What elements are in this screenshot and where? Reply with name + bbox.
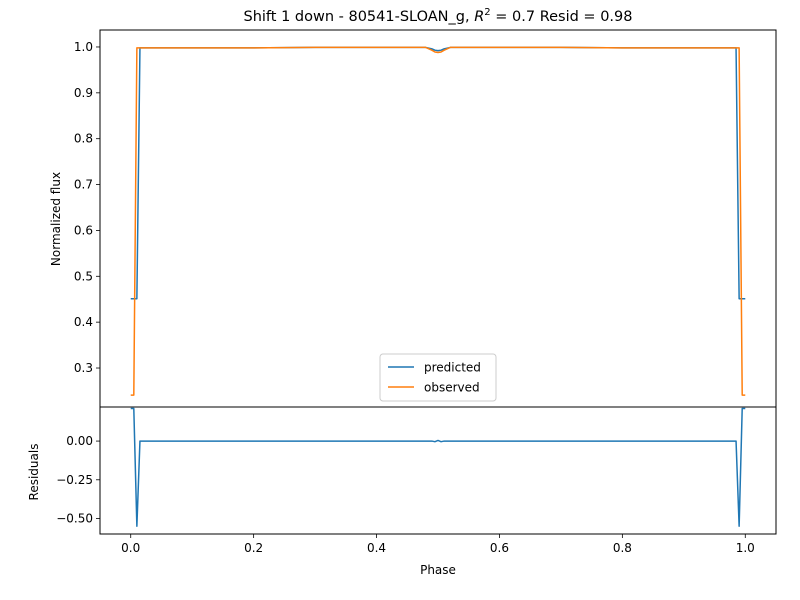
residuals-y-tick-label: −0.25 — [56, 473, 93, 487]
residuals-panel: −0.50 −0.25 0.00 0.0 0.2 0.4 0.6 0.8 1.0 Residu… — [27, 406, 777, 577]
flux-series-observed-line — [130, 46, 746, 396]
phase-x-ticks: 0.0 0.2 0.4 0.6 0.8 1.0 — [121, 534, 755, 555]
residuals-y-axis-label: Residuals — [27, 444, 41, 501]
legend: predicted observed — [379, 353, 497, 402]
flux-y-ticks: 0.3 0.4 0.5 0.6 0.7 0.8 0.9 1.0 — [74, 40, 100, 375]
flux-y-tick-label: 1.0 — [74, 40, 93, 54]
flux-y-axis-label: Normalized flux — [49, 172, 63, 266]
legend-box — [379, 353, 497, 402]
residuals-axes-frame — [99, 406, 777, 535]
legend-observed-label: observed — [424, 381, 480, 395]
phase-x-axis-label: Phase — [420, 563, 456, 577]
flux-y-tick-label: 0.3 — [74, 361, 93, 375]
phase-x-tick-label: 0.8 — [613, 541, 632, 555]
chart-title: Shift 1 down - 80541-SLOAN_g, R2 = 0.7 R… — [244, 7, 633, 25]
chart-title-r-exponent: 2 — [484, 7, 490, 18]
phase-x-tick-label: 0.0 — [121, 541, 140, 555]
flux-y-tick-label: 0.5 — [74, 269, 93, 283]
residuals-y-tick-label: −0.50 — [56, 512, 93, 526]
chart-title-prefix: Shift 1 down - 80541-SLOAN_g, — [244, 9, 475, 25]
flux-y-tick-label: 0.6 — [74, 223, 93, 237]
phase-x-tick-label: 0.2 — [244, 541, 263, 555]
flux-y-tick-label: 0.8 — [74, 132, 93, 146]
flux-y-tick-label: 0.7 — [74, 178, 93, 192]
phase-x-tick-label: 0.4 — [367, 541, 386, 555]
chart-title-r-value: = 0.7 Resid = 0.98 — [491, 9, 633, 25]
phase-x-tick-label: 0.6 — [490, 541, 509, 555]
legend-predicted-label: predicted — [424, 361, 481, 375]
flux-y-tick-label: 0.4 — [74, 315, 93, 329]
residuals-plot-area — [130, 407, 746, 528]
flux-axes-frame — [99, 29, 777, 408]
residuals-y-ticks: −0.50 −0.25 0.00 — [56, 434, 100, 526]
residuals-y-tick-label: 0.00 — [66, 434, 93, 448]
phase-x-tick-label: 1.0 — [736, 541, 755, 555]
flux-panel: 0.3 0.4 0.5 0.6 0.7 0.8 0.9 1.0 Normalized flux… — [49, 29, 777, 408]
flux-y-tick-label: 0.9 — [74, 86, 93, 100]
residuals-series-line-0-line — [130, 407, 746, 528]
flux-series-predicted-line — [130, 46, 746, 300]
flux-plot-area — [130, 46, 746, 396]
chart-title-r-symbol: R — [474, 9, 484, 25]
